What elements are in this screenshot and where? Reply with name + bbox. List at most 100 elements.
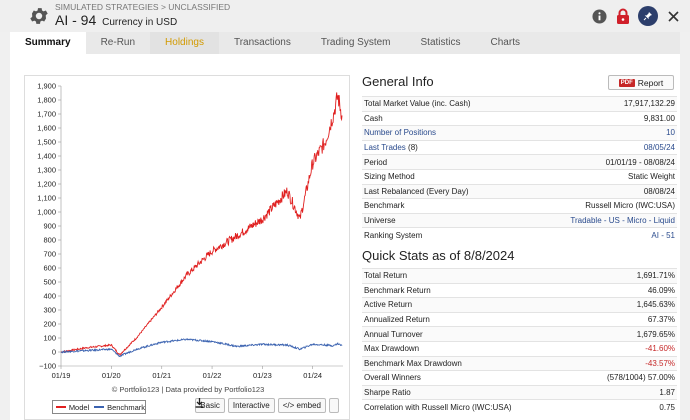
tab-re-run[interactable]: Re-Run bbox=[100, 37, 136, 48]
row-label: Benchmark Return bbox=[364, 285, 431, 295]
quick-stats-heading: Quick Stats as of 8/8/2024 bbox=[362, 248, 515, 263]
tab-summary[interactable]: Summary bbox=[10, 32, 86, 54]
performance-chart: −100 0 100 200 300 400 500 600 700 800 900 1,000 1,1… bbox=[24, 75, 350, 420]
y-tick-label: 1,200 bbox=[37, 180, 56, 189]
row-value: (578/1004) 57.00% bbox=[606, 373, 675, 383]
row-label: Annual Turnover bbox=[364, 329, 423, 339]
row-value: 9,831.00 bbox=[643, 113, 675, 123]
stat-row-max-drawdown: Max Drawdown -41.60% bbox=[362, 340, 677, 356]
lock-icon[interactable] bbox=[614, 7, 632, 25]
x-tick-label: 01/21 bbox=[152, 371, 171, 380]
y-tick-label: 400 bbox=[43, 292, 56, 301]
row-label: Overall Winners bbox=[364, 373, 421, 383]
chart-legend: Model Benchmark bbox=[52, 400, 146, 414]
tab-charts[interactable]: Charts bbox=[490, 37, 520, 48]
positions-count-link[interactable]: 10 bbox=[666, 128, 675, 138]
tab-statistics[interactable]: Statistics bbox=[420, 37, 461, 48]
x-tick-label: 01/23 bbox=[253, 371, 272, 380]
stat-row-benchmark-return: Benchmark Return 46.09% bbox=[362, 282, 677, 298]
universe-link[interactable]: Tradable - US - Micro - Liquid bbox=[570, 216, 675, 226]
gear-icon[interactable] bbox=[28, 5, 50, 27]
y-tick-label: 1,000 bbox=[37, 208, 56, 217]
row-label: Total Return bbox=[364, 271, 408, 281]
y-tick-label: 1,900 bbox=[37, 82, 56, 91]
row-value: 1,645.63% bbox=[636, 300, 675, 310]
x-tick-label: 01/20 bbox=[102, 371, 121, 380]
row-label: Sharpe Ratio bbox=[364, 388, 411, 398]
legend-model: Model bbox=[68, 402, 90, 412]
general-info-heading: General Info bbox=[362, 74, 434, 89]
info-row-cash: Cash 9,831.00 bbox=[362, 110, 677, 126]
info-row-positions: Number of Positions 10 bbox=[362, 125, 677, 140]
basic-button[interactable]: Basic bbox=[195, 398, 225, 413]
info-row-period: Period 01/01/19 - 08/08/24 bbox=[362, 154, 677, 169]
stat-row-correlation: Correlation with Russell Micro (IWC:USA)… bbox=[362, 399, 677, 414]
tab-trading-system[interactable]: Trading System bbox=[320, 37, 391, 48]
tab-bar: Summary Re-Run Holdings Transactions Tra… bbox=[10, 32, 680, 54]
info-row-rebalanced: Last Rebalanced (Every Day) 08/08/24 bbox=[362, 183, 677, 199]
info-row-universe: Universe Tradable - US - Micro - Liquid bbox=[362, 212, 677, 228]
row-label: Annualized Return bbox=[364, 315, 430, 325]
stat-row-active-return: Active Return 1,645.63% bbox=[362, 297, 677, 312]
row-label: Sizing Method bbox=[364, 172, 415, 182]
row-value: 67.37% bbox=[647, 315, 675, 325]
tab-transactions[interactable]: Transactions bbox=[233, 37, 291, 48]
info-row-ranking: Ranking System AI - 51 bbox=[362, 227, 677, 242]
y-tick-label: 600 bbox=[43, 264, 56, 273]
row-label: Benchmark Max Drawdown bbox=[364, 358, 462, 368]
quick-stats-table: Total Return 1,691.71% Benchmark Return 46… bbox=[362, 268, 677, 414]
download-icon[interactable] bbox=[195, 398, 339, 413]
tab-holdings[interactable]: Holdings bbox=[150, 32, 219, 54]
report-button[interactable]: PDF Report bbox=[608, 75, 674, 90]
info-icon[interactable] bbox=[590, 7, 608, 25]
row-value: 01/01/19 - 08/08/24 bbox=[605, 157, 675, 167]
y-tick-label: 1,100 bbox=[37, 194, 56, 203]
y-tick-label: 1,600 bbox=[37, 124, 56, 133]
embed-button[interactable]: </> embed bbox=[277, 398, 326, 413]
close-icon[interactable] bbox=[664, 7, 682, 25]
report-label: Report bbox=[637, 77, 664, 88]
last-trades-link[interactable]: Last Trades bbox=[364, 143, 406, 153]
positions-link[interactable]: Number of Positions bbox=[364, 128, 437, 138]
row-value: 17,917,132.29 bbox=[623, 99, 675, 109]
last-trades-date-link[interactable]: 08/05/24 bbox=[643, 143, 675, 153]
y-tick-label: 1,800 bbox=[37, 96, 56, 105]
stat-row-total-return: Total Return 1,691.71% bbox=[362, 268, 677, 283]
row-label: Universe bbox=[364, 216, 396, 226]
series-line-model bbox=[60, 92, 343, 356]
y-tick-label: 100 bbox=[43, 334, 56, 343]
row-label: Total Market Value (inc. Cash) bbox=[364, 99, 471, 109]
info-row-benchmark: Benchmark Russell Micro (IWC:USA) bbox=[362, 198, 677, 213]
y-tick-label: 800 bbox=[43, 236, 56, 245]
row-value: -41.60% bbox=[645, 344, 675, 354]
row-label: Active Return bbox=[364, 300, 413, 310]
y-tick-label: −100 bbox=[39, 362, 56, 371]
stat-row-turnover: Annual Turnover 1,679.65% bbox=[362, 326, 677, 341]
row-value: 08/08/24 bbox=[643, 186, 675, 196]
interactive-button[interactable]: Interactive bbox=[227, 398, 275, 413]
y-tick-label: 700 bbox=[43, 250, 56, 259]
row-label: Period bbox=[364, 157, 388, 167]
y-tick-label: 300 bbox=[43, 306, 56, 315]
stat-row-benchmark-drawdown: Benchmark Max Drawdown -43.57% bbox=[362, 355, 677, 371]
y-tick-label: 1,700 bbox=[37, 110, 56, 119]
info-row-last-trades: Last Trades (8) 08/05/24 bbox=[362, 139, 677, 155]
top-bar: SIMULATED STRATEGIES > UNCLASSIFIED AI -… bbox=[0, 0, 690, 32]
row-label: Ranking System bbox=[364, 230, 423, 240]
chart-credit: © Portfolio123 | Data provided by Portfo… bbox=[111, 385, 265, 394]
y-tick-label: 900 bbox=[43, 222, 56, 231]
row-value: -43.57% bbox=[645, 358, 675, 368]
stat-row-sharpe: Sharpe Ratio 1.87 bbox=[362, 384, 677, 400]
breadcrumb[interactable]: SIMULATED STRATEGIES > UNCLASSIFIED bbox=[55, 2, 231, 12]
y-tick-label: 0 bbox=[52, 348, 56, 357]
trades-count: (8) bbox=[408, 143, 418, 153]
ranking-link[interactable]: AI - 51 bbox=[651, 230, 675, 240]
row-label: Benchmark bbox=[364, 201, 405, 211]
y-tick-label: 1,400 bbox=[37, 152, 56, 161]
stat-row-annualized-return: Annualized Return 67.37% bbox=[362, 311, 677, 327]
pin-icon[interactable] bbox=[638, 6, 658, 26]
legend-benchmark: Benchmark bbox=[107, 402, 145, 412]
row-label: Cash bbox=[364, 113, 383, 123]
row-value: 1,679.65% bbox=[636, 329, 675, 339]
row-label: Last Rebalanced (Every Day) bbox=[364, 186, 469, 196]
